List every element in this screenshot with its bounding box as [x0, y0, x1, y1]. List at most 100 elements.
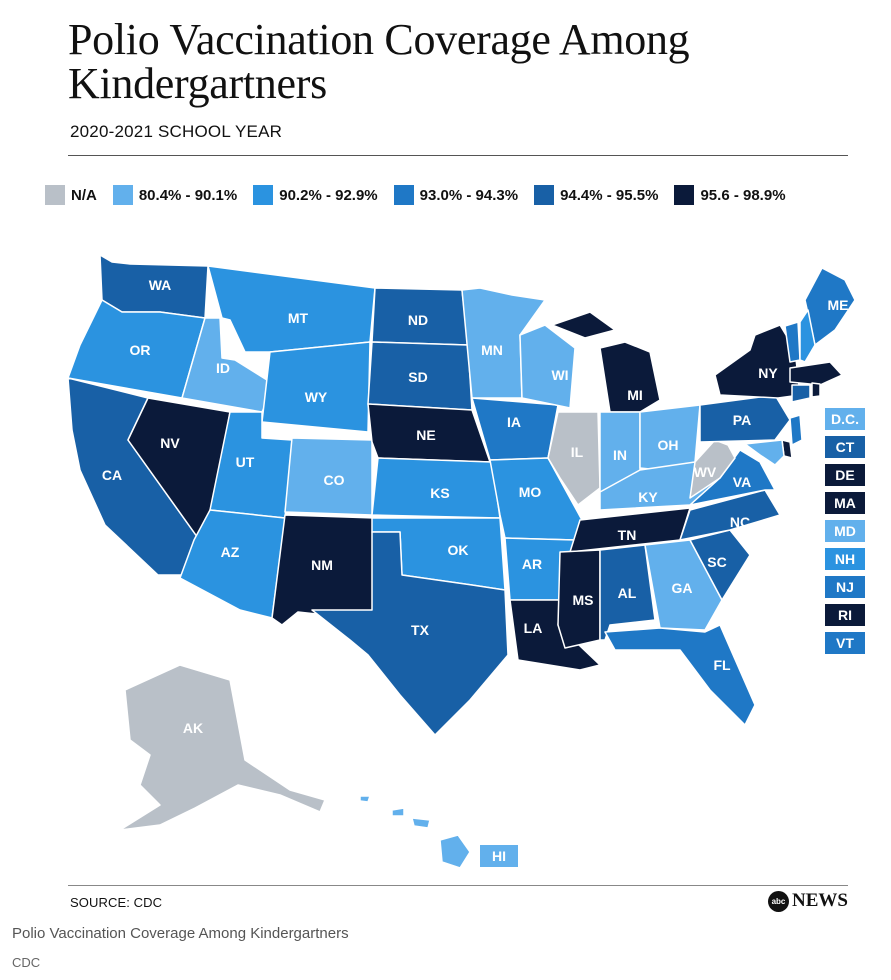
state-label-mn: MN	[481, 342, 503, 358]
state-label-in: IN	[613, 447, 627, 463]
state-ms	[557, 549, 601, 649]
state-label-nm: NM	[311, 557, 333, 573]
state-mt	[207, 265, 376, 353]
state-ak	[119, 664, 326, 831]
abc-news-logo: abc NEWS	[768, 890, 848, 912]
state-label-ms: MS	[573, 592, 594, 608]
divider	[68, 155, 848, 156]
legend-item-c1: 80.4% - 90.1%	[112, 185, 238, 205]
state-label-la: LA	[524, 620, 543, 636]
state-ct	[791, 384, 811, 403]
small-state-box-ma	[825, 492, 865, 514]
state-fl	[604, 624, 756, 726]
state-label-ga: GA	[672, 580, 693, 596]
state-label-wa: WA	[149, 277, 172, 293]
legend-swatch	[534, 185, 555, 205]
state-label-nv: NV	[160, 435, 180, 451]
small-state-label-ma: MA	[834, 495, 856, 511]
state-label-ia: IA	[507, 414, 521, 430]
divider	[68, 885, 848, 886]
legend-swatch	[45, 185, 65, 205]
state-label-pa: PA	[733, 412, 751, 428]
small-state-box-ri	[825, 604, 865, 626]
small-state-box-vt	[825, 632, 865, 654]
small-state-box-nh	[825, 548, 865, 570]
us-map: HI D.C. CT DE MA MD NH NJ RI VT WA OR CA NV ID MT WY UT A…	[67, 254, 865, 869]
state-mi	[551, 311, 661, 413]
state-label-me: ME	[828, 297, 849, 313]
page-title: Polio Vaccination Coverage Among Kinderg…	[68, 15, 690, 108]
state-label-mo: MO	[519, 484, 542, 500]
small-state-label-md: MD	[834, 523, 856, 539]
state-label-ks: KS	[430, 485, 449, 501]
legend-label: 80.4% - 90.1%	[138, 186, 238, 204]
state-label-ca: CA	[102, 467, 122, 483]
image-credit: CDC	[12, 955, 41, 970]
state-wy	[261, 341, 371, 433]
legend-swatch	[393, 185, 414, 205]
state-label-fl: FL	[713, 657, 731, 673]
legend-item-c3: 93.0% - 94.3%	[393, 185, 519, 205]
subtitle: 2020-2021 SCHOOL YEAR	[70, 122, 283, 141]
brand-text: NEWS	[792, 890, 848, 911]
small-state-label-vt: VT	[836, 635, 854, 651]
small-state-box-ct	[825, 436, 865, 458]
image-caption: Polio Vaccination Coverage Among Kinderg…	[12, 925, 349, 942]
state-label-wi: WI	[551, 367, 568, 383]
state-label-wv: WV	[694, 464, 717, 480]
state-label-nd: ND	[408, 312, 428, 328]
state-ga	[644, 539, 723, 631]
state-label-ut: UT	[236, 454, 255, 470]
state-wi	[519, 324, 576, 409]
legend-item-na: N/A	[45, 185, 97, 205]
state-label-mi: MI	[627, 387, 643, 403]
small-state-box-nj	[825, 576, 865, 598]
state-label-wy: WY	[305, 389, 328, 405]
small-state-label-ri: RI	[838, 607, 852, 623]
state-label-oh: OH	[658, 437, 679, 453]
state-ri	[811, 382, 821, 398]
state-label-il: IL	[571, 444, 584, 460]
state-label-sc: SC	[707, 554, 726, 570]
state-label-mt: MT	[288, 310, 309, 326]
state-label-ar: AR	[522, 556, 542, 572]
state-label-or: OR	[130, 342, 151, 358]
state-label-tn: TN	[618, 527, 637, 543]
legend-label: 95.6 - 98.9%	[700, 186, 786, 204]
legend: N/A 80.4% - 90.1% 90.2% - 92.9% 93.0% - …	[45, 185, 786, 205]
state-ma	[789, 361, 843, 386]
small-state-box-dc	[825, 408, 865, 430]
state-label-al: AL	[618, 585, 637, 601]
state-label-az: AZ	[221, 544, 240, 560]
state-hi	[359, 795, 471, 869]
small-state-box-md	[825, 520, 865, 542]
state-box-hi	[480, 845, 518, 867]
legend-item-c2: 90.2% - 92.9%	[253, 185, 378, 205]
legend-label: 90.2% - 92.9%	[279, 186, 378, 204]
state-label-ne: NE	[416, 427, 435, 443]
legend-label: 93.0% - 94.3%	[419, 186, 519, 204]
state-label-id: ID	[216, 360, 230, 376]
state-label-tx: TX	[411, 622, 430, 638]
state-il	[547, 411, 601, 506]
small-state-box-de	[825, 464, 865, 486]
state-md	[744, 439, 785, 466]
source-credit: SOURCE: CDC	[70, 895, 163, 910]
legend-swatch	[112, 185, 133, 205]
small-state-label-nh: NH	[835, 551, 855, 567]
legend-swatch	[674, 185, 695, 205]
state-label-ny: NY	[758, 365, 778, 381]
legend-item-c4: 94.4% - 95.5%	[534, 185, 658, 205]
state-nh	[799, 309, 816, 363]
legend-label: 94.4% - 95.5%	[560, 186, 659, 204]
state-label-sd: SD	[408, 369, 427, 385]
small-state-label-ct: CT	[836, 439, 855, 455]
legend-label: N/A	[71, 186, 97, 204]
small-state-label-dc: D.C.	[831, 411, 859, 427]
small-state-label-nj: NJ	[836, 579, 854, 595]
state-label-co: CO	[324, 472, 345, 488]
state-label-ok: OK	[448, 542, 469, 558]
state-label-ky: KY	[638, 489, 658, 505]
state-label-hi: HI	[492, 848, 506, 864]
state-label-va: VA	[733, 474, 751, 490]
